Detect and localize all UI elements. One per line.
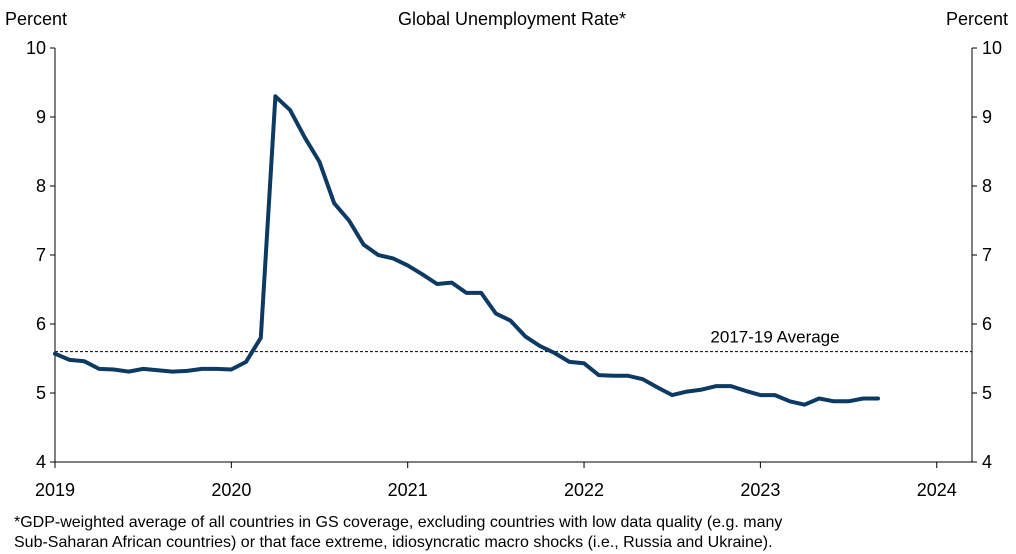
right-y-tick-label: 5 (982, 383, 992, 403)
right-axis-unit-label: Percent (945, 9, 1008, 29)
unemployment-rate-series-line (53, 94, 880, 407)
right-y-tick-label: 10 (982, 38, 1002, 58)
left-y-tick-label: 9 (36, 107, 46, 127)
left-y-tick-label: 8 (36, 176, 46, 196)
footnote-line-2: Sub-Saharan African countries) or that f… (14, 534, 773, 551)
right-y-tick-label: 6 (982, 314, 992, 334)
chart-plot: 4 4 5 5 6 6 7 7 8 8 9 9 10 10 2019 2020 2021 2022 2023 2024… (26, 38, 1002, 500)
reference-line-label: 2017-19 Average (710, 328, 839, 347)
left-y-tick-label: 7 (36, 245, 46, 265)
left-y-tick-label: 5 (36, 383, 46, 403)
x-tick-label: 2024 (917, 480, 957, 500)
left-y-tick-label: 6 (36, 314, 46, 334)
left-axis-unit-label: Percent (5, 9, 68, 29)
right-y-tick-label: 8 (982, 176, 992, 196)
right-y-tick-label: 7 (982, 245, 992, 265)
x-tick-label: 2023 (740, 480, 780, 500)
x-tick-label: 2020 (211, 480, 251, 500)
left-y-tick-label: 10 (26, 38, 46, 58)
footnote: *GDP-weighted average of all countries i… (14, 513, 1009, 553)
x-tick-label: 2021 (388, 480, 428, 500)
x-tick-label: 2022 (564, 480, 604, 500)
right-y-tick-label: 4 (982, 452, 992, 472)
chart-title: Global Unemployment Rate* (397, 9, 627, 29)
footnote-line-1: *GDP-weighted average of all countries i… (14, 514, 783, 531)
x-tick-label: 2019 (35, 480, 75, 500)
left-y-tick-label: 4 (36, 452, 46, 472)
right-y-tick-label: 9 (982, 107, 992, 127)
